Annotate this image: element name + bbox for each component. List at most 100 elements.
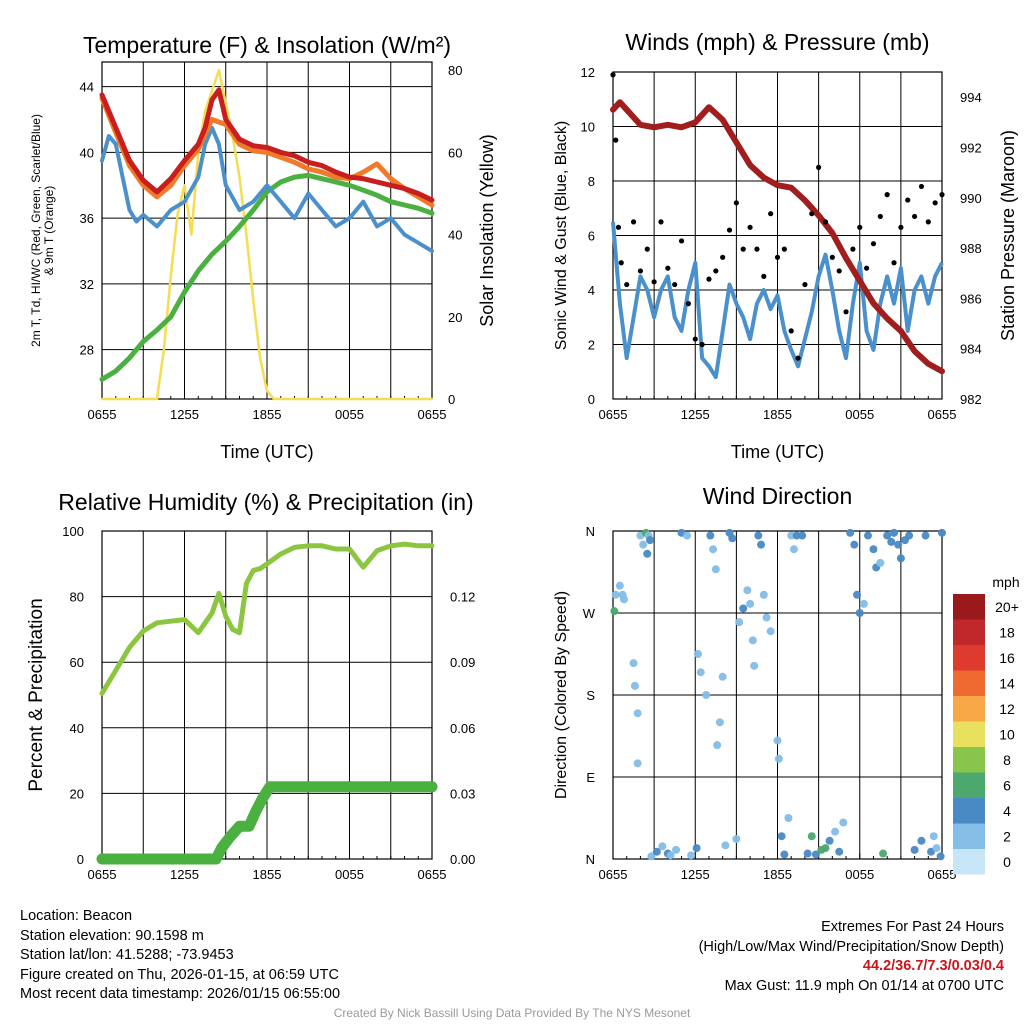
rh-y2tick-label: 0.12: [450, 590, 475, 605]
series-line-dewpoint: [99, 172, 435, 382]
direction-point: [629, 659, 638, 668]
gust-point: [816, 164, 822, 170]
direction-point: [807, 832, 816, 841]
temp-ylabel-line: 2m T, Td, HI/WC (Red, Green, Scarlet/Blu…: [29, 114, 43, 347]
colorbar-swatch: [953, 594, 985, 620]
direction-point: [811, 850, 820, 859]
direction-ytick-label: S: [586, 688, 595, 703]
wind-xtick-label: 0055: [845, 407, 874, 422]
colorbar-swatch: [953, 645, 985, 671]
direction-point: [876, 558, 885, 567]
gust-point: [802, 281, 808, 288]
colorbar-label: 14: [999, 675, 1015, 691]
temp-ytick-label: 28: [80, 343, 94, 358]
direction-point: [743, 586, 752, 595]
wind-ytick-label: 8: [588, 174, 595, 189]
wind-y2tick-label: 986: [960, 291, 982, 306]
direction-point: [774, 754, 783, 763]
colorbar-title: mph: [992, 574, 1019, 590]
colorbar-label: 20+: [995, 599, 1019, 615]
colorbar-swatch: [953, 772, 985, 798]
gust-point: [651, 279, 657, 285]
direction-point: [713, 741, 722, 750]
direction-point: [766, 627, 775, 636]
direction-point: [762, 613, 771, 622]
rh-xtick-label: 0655: [88, 867, 117, 882]
rh-ytick-label: 100: [62, 524, 84, 539]
colorbar-swatch: [953, 670, 985, 696]
direction-point: [692, 844, 701, 853]
direction-point: [696, 668, 705, 677]
rh-xtick-label: 0055: [335, 867, 364, 882]
direction-xtick-label: 0655: [599, 867, 628, 882]
direction-xtick-label: 0055: [845, 867, 874, 882]
direction-point: [666, 851, 675, 860]
wind-ylabel: Sonic Wind & Gust (Blue, Black): [553, 121, 570, 350]
direction-point: [883, 531, 892, 540]
series-line-wind: [611, 221, 944, 380]
direction-point: [611, 590, 620, 599]
direction-xtick-label: 0655: [928, 867, 957, 882]
wind-ytick-label: 10: [581, 120, 595, 135]
gust-point: [720, 254, 726, 260]
series-line-temp9m: [99, 95, 435, 208]
temp-ytick-label: 36: [80, 211, 94, 226]
direction-point: [910, 845, 919, 854]
direction-point: [633, 709, 642, 718]
direction-point: [835, 847, 844, 856]
wind-ytick-label: 6: [588, 229, 595, 244]
rh-chart-frame: [101, 530, 433, 860]
temp-ytick-label: 32: [80, 277, 94, 292]
series-line-rh: [99, 541, 435, 696]
direction-point: [615, 581, 624, 590]
temp-chart-title: Temperature (F) & Insolation (W/m²): [83, 32, 451, 58]
temp-xtick-label: 0055: [335, 407, 364, 422]
colorbar-label: 0: [1003, 854, 1011, 870]
direction-point: [932, 844, 941, 853]
gust-point: [613, 137, 619, 143]
direction-ytick-label: N: [586, 852, 595, 867]
gust-point: [822, 219, 829, 225]
direction-point: [894, 540, 903, 549]
rh-ytick-label: 40: [70, 721, 84, 736]
rh-ylabel: Percent & Precipitation: [26, 598, 47, 791]
direction-point: [929, 832, 938, 841]
wind-y2tick-label: 984: [960, 342, 982, 357]
gust-point: [774, 254, 781, 260]
gust-point: [615, 224, 622, 230]
wind-y2tick-label: 990: [960, 191, 982, 206]
direction-point: [890, 528, 899, 537]
wind-xtick-label: 1855: [763, 407, 792, 422]
colorbar-label: 6: [1003, 777, 1011, 793]
direction-point: [757, 540, 766, 549]
gust-point: [939, 192, 945, 198]
direction-point: [869, 545, 878, 554]
gust-point: [754, 246, 760, 252]
max-gust-text: Max Gust: 11.9 mph On 01/14 at 0700 UTC: [724, 977, 1004, 994]
wind-y2tick-label: 994: [960, 90, 982, 105]
gust-point: [658, 219, 664, 225]
wind-xtick-label: 0655: [599, 407, 628, 422]
colorbar-swatch: [953, 721, 985, 747]
direction-point: [850, 540, 859, 549]
direction-point: [839, 818, 848, 827]
gust-point: [747, 224, 753, 230]
gust-point: [630, 219, 637, 225]
direction-point: [759, 590, 768, 599]
direction-point: [780, 850, 789, 859]
colorbar-label: 8: [1003, 752, 1011, 768]
gust-point: [713, 268, 719, 274]
direction-point: [706, 531, 715, 540]
wind-xlabel: Time (UTC): [731, 442, 824, 462]
rh-xtick-label: 1255: [170, 867, 199, 882]
temp-xlabel: Time (UTC): [220, 442, 313, 462]
direction-point: [702, 691, 711, 699]
gust-point: [644, 246, 650, 252]
gust-point: [898, 224, 904, 230]
gust-point: [925, 219, 931, 225]
colorbar-swatch: [953, 747, 985, 773]
direction-point: [798, 531, 807, 540]
wind-ytick-label: 0: [588, 392, 595, 407]
direction-point: [715, 718, 724, 727]
